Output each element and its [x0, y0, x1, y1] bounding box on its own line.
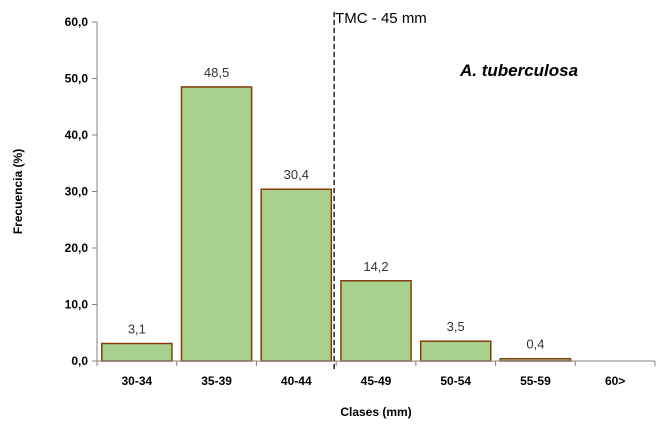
x-tick-label: 40-44 — [281, 374, 312, 388]
y-tick-label: 20,0 — [65, 241, 89, 255]
x-axis-ticks: 30-34 35-39 40-44 45-49 50-54 55-59 60> — [96, 361, 656, 388]
bars — [101, 86, 572, 362]
bar-value-label: 14,2 — [363, 259, 388, 274]
y-tick-label: 0,0 — [71, 354, 88, 368]
x-tick-label: 45-49 — [361, 374, 392, 388]
x-tick-label: 60> — [605, 374, 625, 388]
y-axis-ticks: 0,0 10,0 20,0 30,0 40,0 50,0 60,0 — [65, 15, 97, 368]
bar-data-labels: 3,1 48,5 30,4 14,2 3,5 0,4 — [128, 65, 545, 352]
tmc-reference-label: TMC - 45 mm — [335, 10, 427, 27]
y-tick-label: 30,0 — [65, 185, 89, 199]
x-axis-title: Clases (mm) — [340, 405, 411, 419]
x-tick-label: 30-34 — [122, 374, 153, 388]
y-tick-label: 50,0 — [65, 72, 89, 86]
bar-value-label: 3,1 — [128, 321, 146, 336]
bar — [101, 342, 173, 362]
bar-value-label: 3,5 — [447, 319, 465, 334]
bar-value-label: 48,5 — [204, 65, 229, 80]
bar-value-label: 0,4 — [526, 337, 544, 352]
bar-value-label: 30,4 — [284, 167, 309, 182]
bar — [260, 188, 333, 362]
y-tick-label: 10,0 — [65, 298, 89, 312]
x-tick-label: 55-59 — [520, 374, 551, 388]
bar — [340, 280, 412, 362]
bar — [180, 86, 253, 362]
x-tick-label: 50-54 — [440, 374, 471, 388]
bar — [419, 340, 492, 362]
y-axis-title: Frecuencia (%) — [11, 149, 25, 234]
y-tick-label: 60,0 — [65, 15, 89, 29]
x-tick-label: 35-39 — [201, 374, 232, 388]
species-label: A. tuberculosa — [459, 61, 578, 80]
y-tick-label: 40,0 — [65, 128, 89, 142]
